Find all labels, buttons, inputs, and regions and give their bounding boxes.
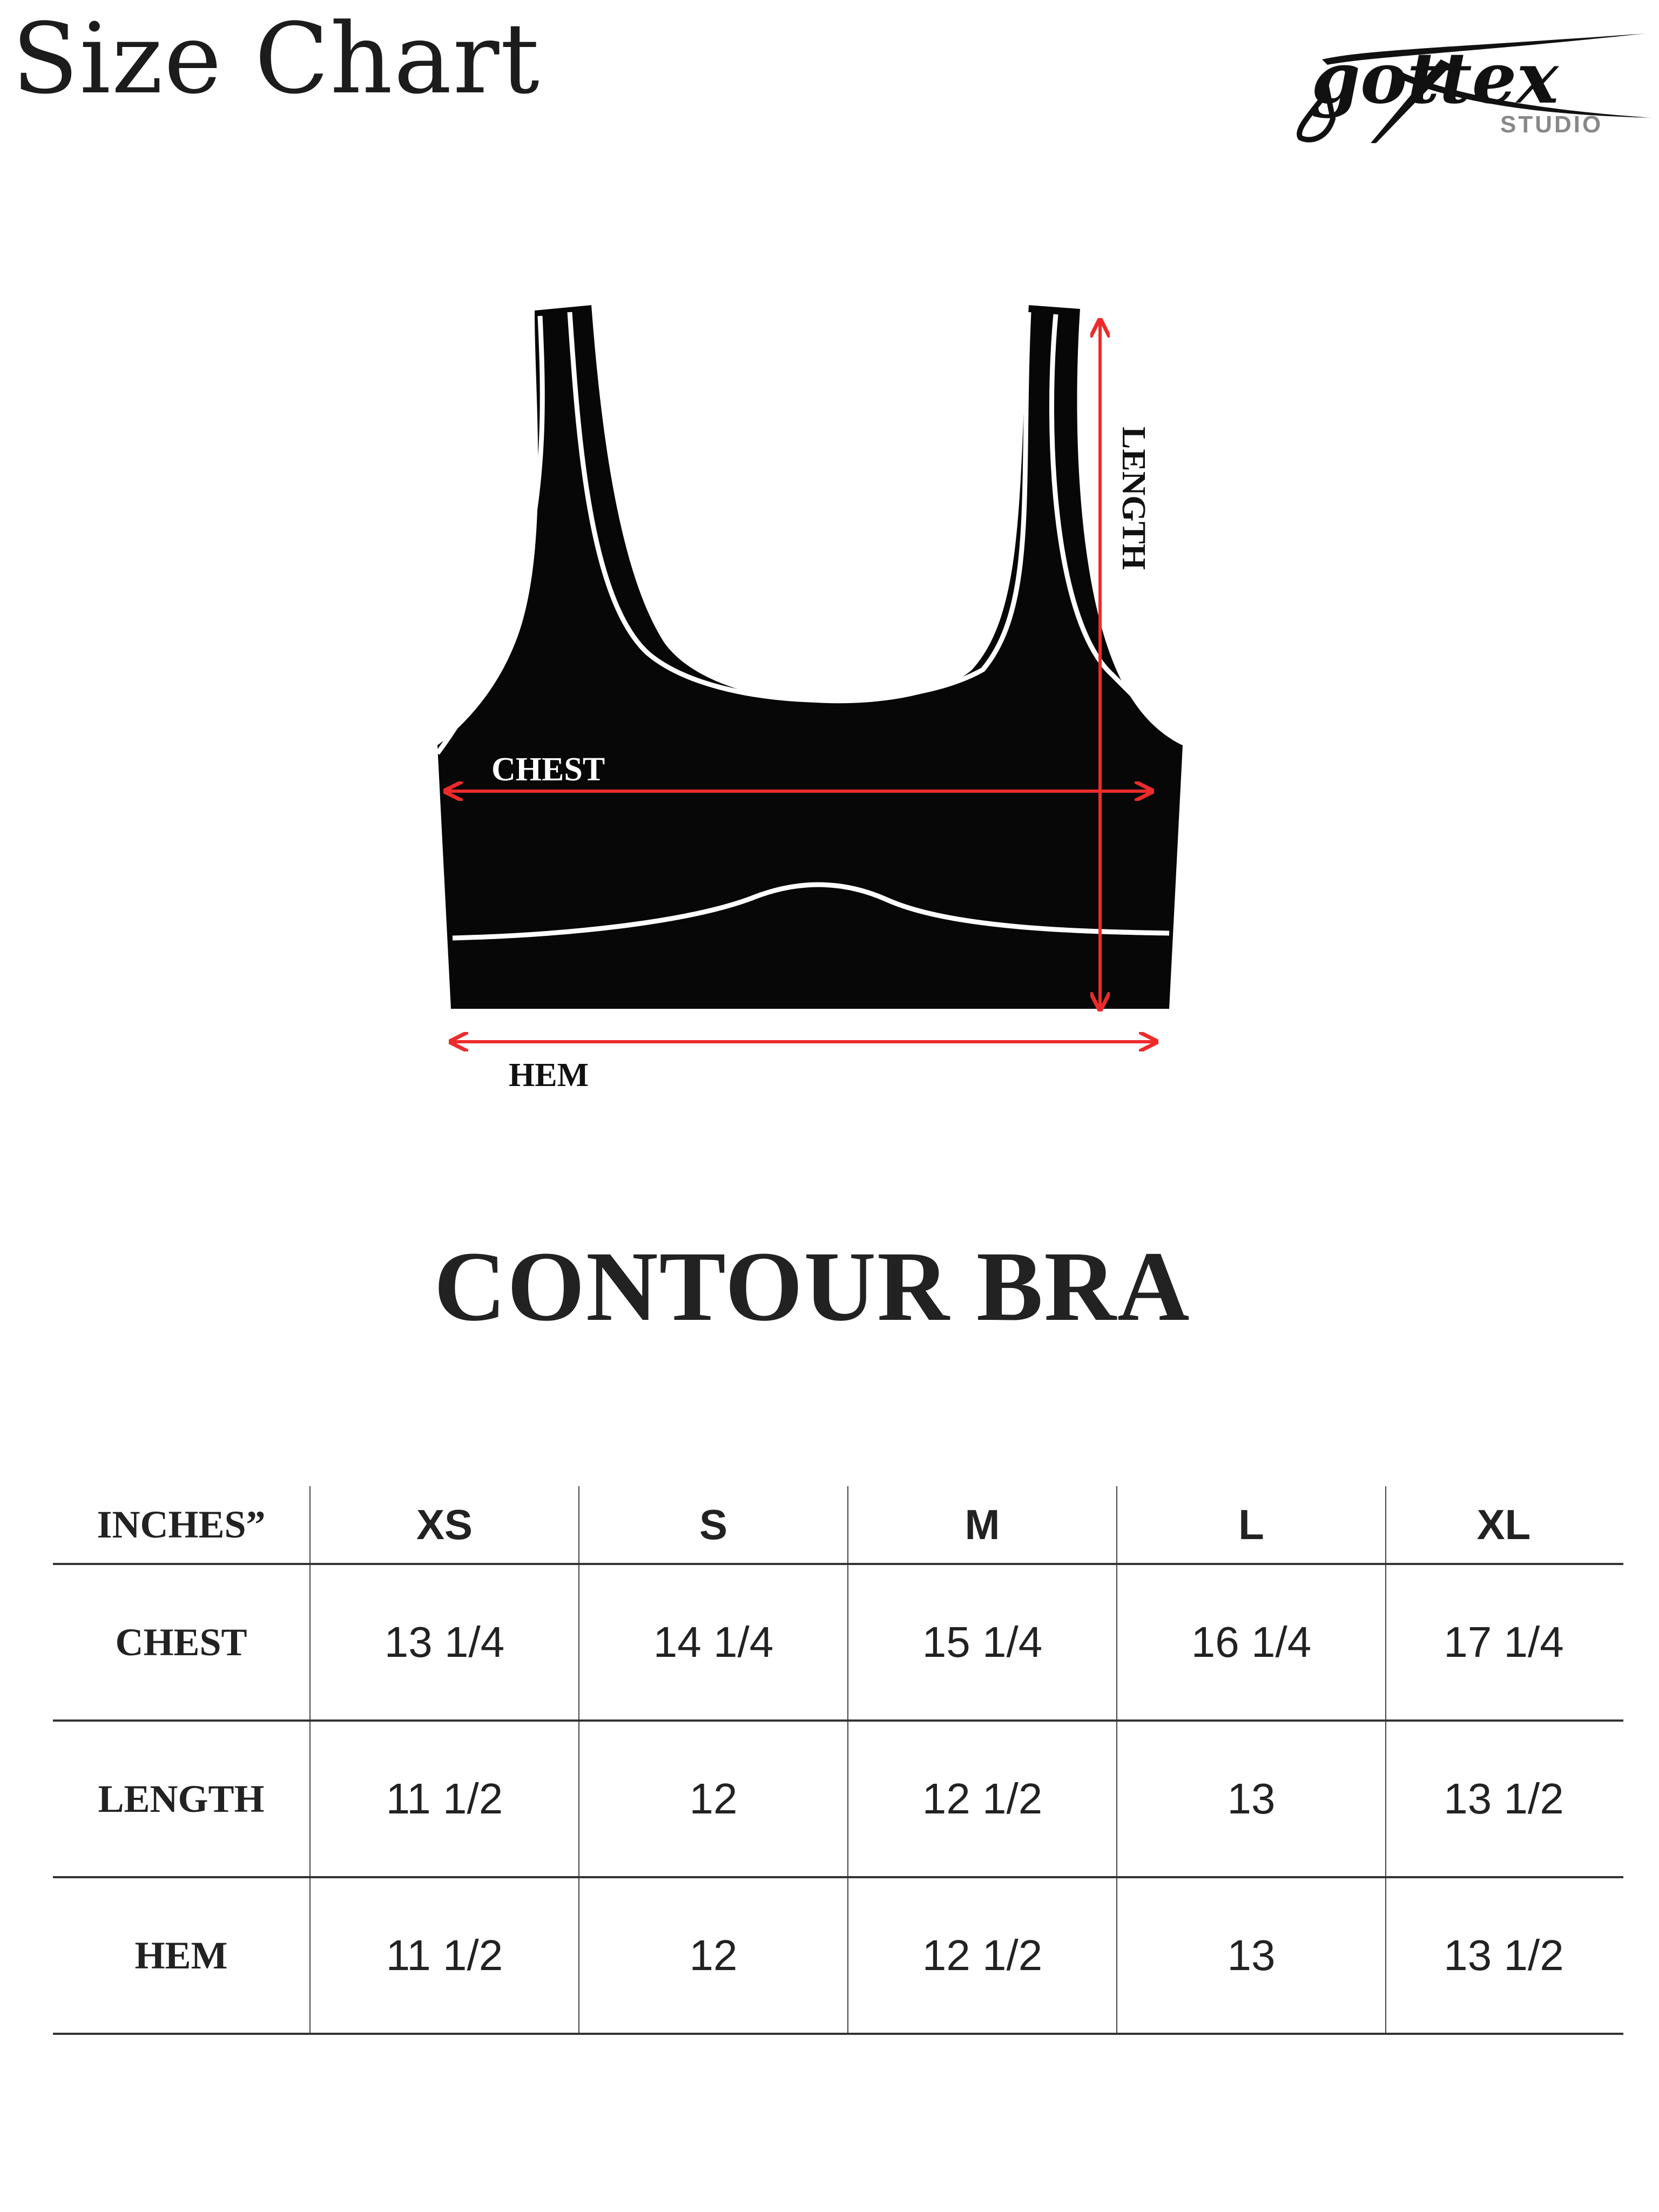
table-cell: 17 1/4: [1444, 1618, 1564, 1666]
table-cell: 12: [689, 1931, 738, 1979]
table-cell: 12: [689, 1775, 738, 1823]
table-cell: 13: [1227, 1931, 1276, 1979]
table-cell: 13 1/2: [1444, 1931, 1564, 1979]
table-cell: 14 1/4: [653, 1618, 774, 1666]
table-cell: 11 1/2: [386, 1931, 503, 1979]
table-row: LENGTH 11 1/2 12 12 1/2 13 13 1/2: [53, 1722, 1623, 1878]
table-cell: 13: [1227, 1775, 1276, 1823]
size-table: INCHES” XS S M L XL CHEST 13 1/4 14 1/4 …: [53, 1486, 1623, 2035]
size-header: S: [699, 1500, 728, 1548]
size-header: XS: [416, 1500, 473, 1548]
size-header: L: [1238, 1500, 1264, 1548]
size-header: M: [965, 1500, 1000, 1548]
row-label: CHEST: [115, 1620, 247, 1664]
table-header-row: INCHES” XS S M L XL: [53, 1486, 1623, 1565]
table-row: HEM 11 1/2 12 12 1/2 13 13 1/2: [53, 1878, 1623, 2035]
table-cell: 13 1/2: [1444, 1775, 1564, 1823]
table-cell: 13 1/4: [384, 1618, 505, 1666]
gottex-studio-logo: gottex STUDIO: [1297, 33, 1651, 143]
length-label: LENGTH: [1115, 427, 1152, 570]
bra-silhouette: [437, 305, 1183, 1009]
hem-label: HEM: [509, 1057, 589, 1094]
table-cell: 15 1/4: [922, 1618, 1043, 1666]
product-title: CONTOUR BRA: [434, 1231, 1191, 1342]
table-row: CHEST 13 1/4 14 1/4 15 1/4 16 1/4 17 1/4: [53, 1565, 1623, 1722]
table-cell: 11 1/2: [386, 1775, 503, 1823]
svg-text:STUDIO: STUDIO: [1500, 111, 1603, 138]
row-label: LENGTH: [98, 1777, 265, 1820]
garment-diagram: [437, 305, 1183, 1134]
row-label: HEM: [134, 1933, 228, 1977]
unit-header: INCHES”: [97, 1502, 266, 1546]
page-title: Size Chart: [12, 3, 541, 116]
table-cell: 16 1/4: [1191, 1618, 1312, 1666]
size-header: XL: [1476, 1500, 1531, 1548]
svg-text:gottex: gottex: [1311, 37, 1559, 119]
table-cell: 12 1/2: [922, 1775, 1043, 1823]
chest-label: CHEST: [491, 751, 605, 788]
table-cell: 12 1/2: [922, 1931, 1043, 1979]
